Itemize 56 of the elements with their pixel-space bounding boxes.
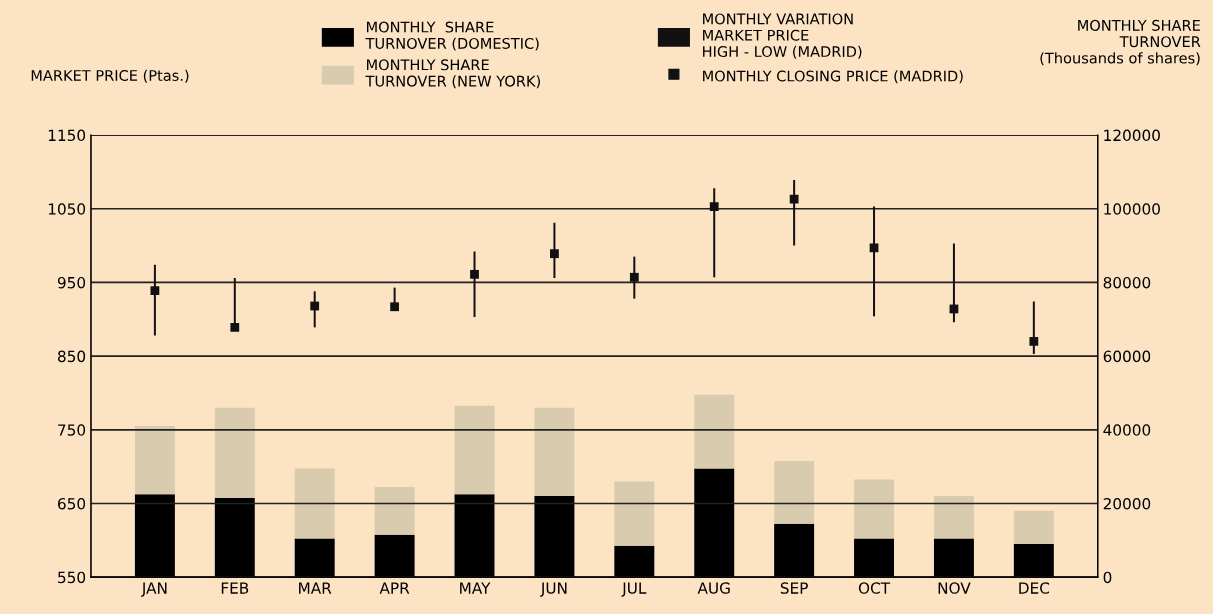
bar <box>952 243 955 323</box>
bar <box>854 479 895 539</box>
y-tick-label: 850 <box>57 350 86 363</box>
y-tick-label: 750 <box>58 424 86 436</box>
y-tick-label: 1050 <box>48 203 86 215</box>
bar <box>774 461 815 524</box>
point <box>789 194 799 204</box>
bar <box>534 407 575 497</box>
bar <box>134 426 175 495</box>
y2-tick-label: 40000 <box>1103 424 1151 436</box>
x-tick-label: OCT <box>858 582 891 594</box>
x-tick-label: JUN <box>540 582 567 597</box>
y-tick-label: 950 <box>57 276 86 289</box>
point <box>629 272 639 282</box>
point <box>150 286 160 295</box>
x-tick-label: JUL <box>621 582 647 597</box>
point <box>869 243 879 253</box>
x-tick-label: NOV <box>938 582 971 594</box>
point <box>310 301 320 311</box>
point <box>230 322 240 332</box>
x-tick-label: SEP <box>780 582 808 594</box>
point <box>390 302 399 312</box>
y2-tick-label: 20000 <box>1103 497 1151 510</box>
bar <box>374 486 415 535</box>
bar <box>933 496 974 539</box>
x-tick-label: APR <box>379 582 410 594</box>
bar <box>614 481 655 546</box>
y2-tick-label: 100000 <box>1104 203 1160 215</box>
y2-tick-label: 80000 <box>1103 276 1151 289</box>
x-tick-label: MAY <box>460 582 491 594</box>
point <box>709 202 719 211</box>
y2-tick-label: 120000 <box>1104 129 1160 142</box>
legend-label: MONTHLY SHARE TURNOVER (DOMESTIC) <box>365 21 539 51</box>
bar <box>454 405 495 495</box>
x-tick-label: AUG <box>697 582 730 594</box>
y-axis-title: MARKET PRICE (Ptas.) <box>31 69 189 83</box>
bar <box>1013 510 1054 544</box>
legend-label: MONTHLY VARIATION MARKET PRICE HIGH - LOW (MADRID) <box>703 13 862 59</box>
bar <box>214 407 255 498</box>
bar <box>294 468 335 539</box>
y2-tick-label: 60000 <box>1103 350 1151 363</box>
point <box>1029 336 1039 346</box>
x-tick-label: DEC <box>1019 582 1050 594</box>
x-tick-label: JAN <box>141 582 167 597</box>
y-tick-label: 550 <box>58 571 86 584</box>
legend-label: MONTHLY SHARE TURNOVER (NEW YORK) <box>365 59 540 89</box>
point <box>470 269 479 279</box>
x-tick-label: FEB <box>221 582 249 594</box>
x-tick-label: MAR <box>299 582 332 594</box>
y2-axis-title: MONTHLY SHARE TURNOVER (Thousands of shares) <box>1040 19 1201 66</box>
bar <box>694 394 735 469</box>
legend-label: MONTHLY CLOSING PRICE (MADRID) <box>703 70 963 84</box>
y-tick-label: 650 <box>58 497 86 510</box>
point <box>550 249 559 259</box>
y-tick-label: 1150 <box>48 129 86 142</box>
y2-tick-label: 0 <box>1103 571 1112 584</box>
